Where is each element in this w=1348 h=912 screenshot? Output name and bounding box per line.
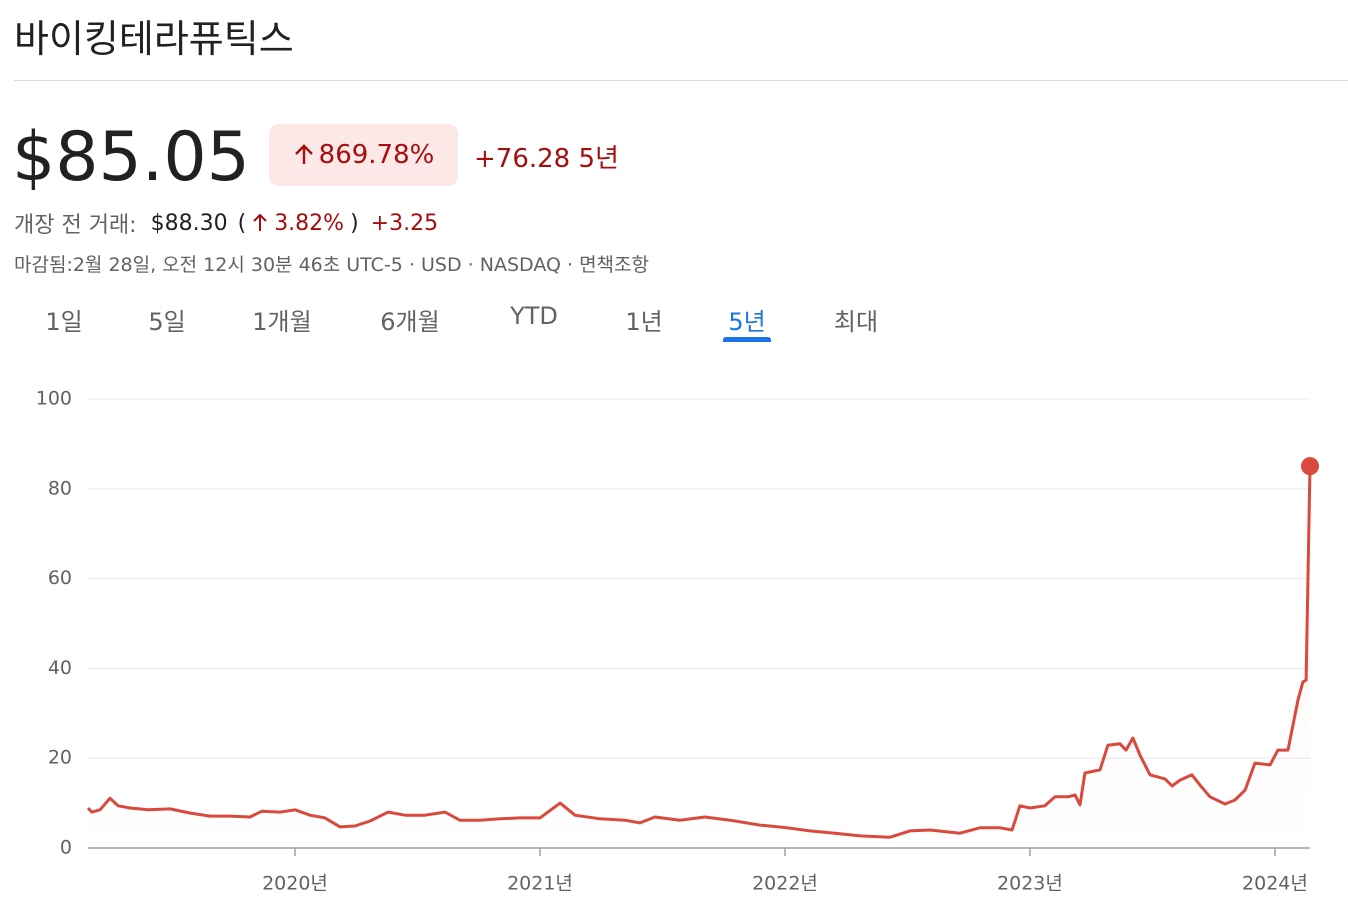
- divider: [14, 80, 1348, 81]
- change-percent: 869.78%: [318, 140, 435, 170]
- y-tick-label: 40: [48, 657, 72, 679]
- range-tab[interactable]: 5년: [728, 308, 766, 336]
- active-tab-indicator: [723, 337, 771, 342]
- premarket-label: 개장 전 거래:: [14, 213, 137, 238]
- up-arrow: [253, 213, 267, 231]
- y-tick-label: 100: [36, 388, 72, 410]
- range-tab[interactable]: YTD: [510, 302, 558, 330]
- y-tick-label: 20: [48, 747, 72, 769]
- closed-time: 마감됨:2월 28일, 오전 12시 30분 46초 UTC-5: [14, 254, 403, 276]
- premarket: 개장 전 거래: $88.30 ( 3.82% ) +3.25: [14, 207, 438, 239]
- premarket-price: $88.30: [150, 210, 228, 236]
- change: +76.28 5년: [474, 144, 619, 174]
- premarket-change: +3.25: [370, 210, 439, 236]
- change-badge: 869.78%: [269, 124, 458, 186]
- x-tick-label: 2022년: [752, 873, 818, 895]
- x-tick-label: 2024년: [1242, 873, 1308, 895]
- price: $85.05: [12, 118, 250, 197]
- last-point: [1301, 457, 1319, 476]
- y-tick-label: 80: [48, 477, 72, 499]
- range-tab[interactable]: 1개월: [252, 308, 312, 336]
- range-tab[interactable]: 최대: [833, 308, 879, 336]
- y-tick-label: 0: [60, 837, 72, 859]
- range-tab[interactable]: 1년: [625, 308, 663, 336]
- x-tick-label: 2023년: [997, 873, 1063, 895]
- disclaimer-link[interactable]: 면책조항: [579, 254, 649, 276]
- chart: 0 20 40 60 80 100 2020년 2021년 2022년 2023년 2024년: [36, 388, 1319, 895]
- stock-name: 바이킹테라퓨틱스: [14, 17, 294, 61]
- premarket-change-percent: 3.82%: [274, 210, 345, 236]
- y-tick-label: 60: [48, 567, 72, 589]
- range-tab[interactable]: 6개월: [380, 308, 440, 336]
- area-fill: [88, 466, 1310, 848]
- exchange: NASDAQ: [479, 254, 561, 276]
- market-info: 마감됨:2월 28일, 오전 12시 30분 46초 UTC-5 · USD ·…: [14, 254, 649, 276]
- price-line: [86, 466, 1312, 839]
- up-arrow: [294, 144, 313, 164]
- range-tab[interactable]: 1일: [45, 308, 83, 336]
- x-tick-label: 2021년: [507, 873, 573, 895]
- range-tab[interactable]: 5일: [148, 308, 186, 336]
- currency: USD: [421, 254, 462, 276]
- x-tick-label: 2020년: [262, 873, 328, 895]
